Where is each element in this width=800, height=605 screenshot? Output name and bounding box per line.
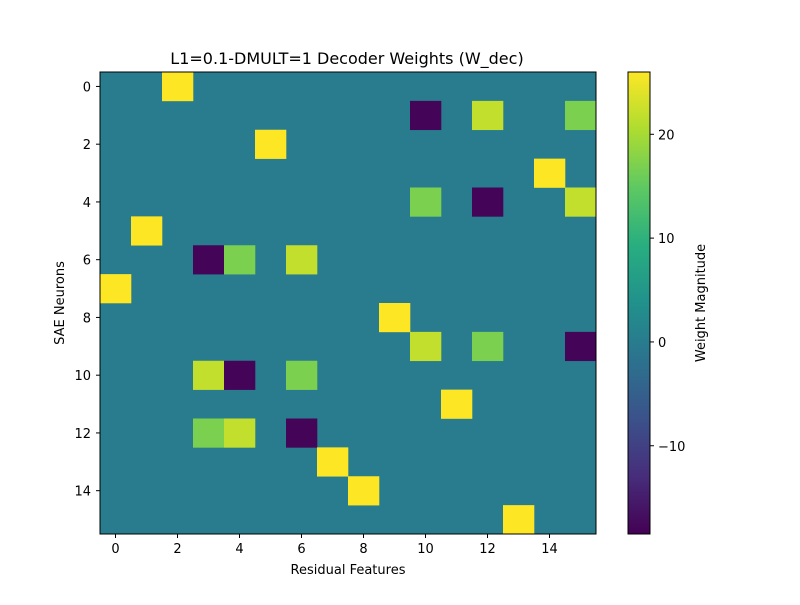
x-tick-label: 10 [417, 542, 434, 557]
x-tick-label: 4 [235, 542, 243, 557]
x-tick-label: 6 [297, 542, 305, 557]
x-tick-label: 8 [359, 542, 367, 557]
colorbar [627, 71, 651, 535]
heatmap-cell [224, 245, 256, 275]
heatmap-cells [100, 72, 597, 535]
colorbar-tick-label: 0 [658, 336, 666, 351]
heatmap-cell [565, 331, 597, 362]
heatmap-cell [534, 158, 566, 188]
colorbar-tick-label: 20 [658, 128, 675, 143]
heatmap-cell [410, 100, 442, 131]
heatmap-cell [255, 129, 287, 159]
colorbar-label: Weight Magnitude [694, 244, 709, 362]
heatmap-cell [193, 245, 225, 275]
x-tick-label: 14 [541, 542, 558, 557]
heatmap-cell [472, 331, 504, 362]
heatmap-cell [565, 100, 597, 131]
y-tick-label: 14 [74, 485, 91, 500]
colorbar-tick-label: 10 [658, 232, 675, 247]
x-tick-label: 0 [111, 542, 119, 557]
colorbar-ticks: 20 10 0 −10 [650, 128, 685, 455]
y-tick-label: 0 [83, 80, 91, 95]
chart-title: L1=0.1-DMULT=1 Decoder Weights (W_dec) [170, 49, 523, 69]
heatmap-cell [565, 187, 597, 217]
heatmap-cell [224, 360, 256, 390]
y-axis-label: SAE Neurons [53, 261, 68, 345]
heatmap-cell [100, 274, 132, 304]
heatmap-cell [348, 476, 380, 506]
y-axis-ticks: 0 2 4 6 8 10 12 14 [74, 80, 100, 500]
y-tick-label: 4 [83, 196, 91, 211]
x-tick-label: 2 [173, 542, 181, 557]
heatmap-cell [286, 360, 318, 390]
y-tick-label: 10 [74, 369, 91, 384]
heatmap-cell [162, 72, 194, 102]
heatmap-cell [472, 187, 504, 217]
y-tick-label: 12 [74, 427, 91, 442]
y-tick-label: 8 [83, 311, 91, 326]
x-tick-label: 12 [479, 542, 496, 557]
plot-frame [99, 71, 597, 535]
heatmap-cell [224, 418, 256, 448]
heatmap-cell [410, 331, 442, 362]
colorbar-tick-label: −10 [658, 440, 685, 455]
y-tick-label: 2 [83, 138, 91, 153]
heatmap-cell [472, 100, 504, 131]
y-tick-label: 6 [83, 254, 91, 269]
heatmap-cell [193, 418, 225, 448]
x-axis-label: Residual Features [291, 563, 406, 578]
heatmap-cell [193, 360, 225, 390]
heatmap-cell [503, 505, 535, 535]
x-axis-ticks: 0 2 4 6 8 10 12 14 [111, 534, 558, 557]
heatmap-cell [379, 303, 411, 333]
heatmap-cell [131, 216, 163, 246]
heatmap-cell [286, 245, 318, 275]
heatmap-cell [441, 389, 473, 419]
heatmap-cell [286, 418, 318, 448]
heatmap-cell [317, 447, 349, 477]
heatmap-cell [410, 187, 442, 217]
